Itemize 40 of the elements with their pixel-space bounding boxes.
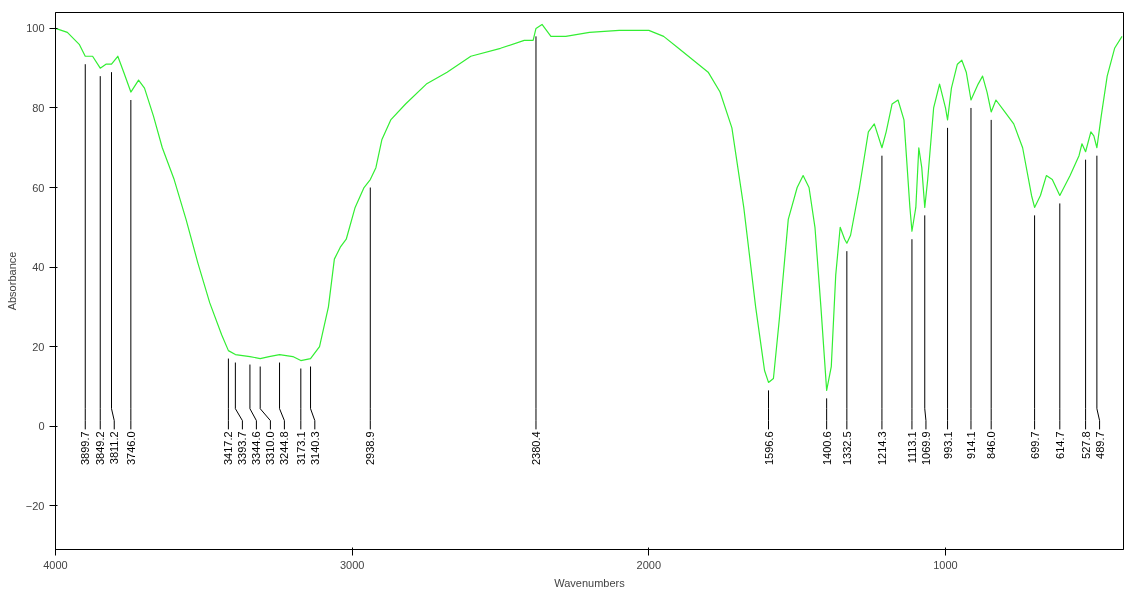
annotation: 614.7	[1053, 431, 1066, 459]
y-tick-label: 0	[38, 420, 45, 433]
annotation: 3849.2	[94, 431, 107, 465]
annotation: 1113.1	[905, 431, 918, 464]
annotation: 1069.9	[919, 431, 932, 465]
annotation: 3344.6	[250, 431, 263, 465]
annotation: 1214.3	[875, 431, 888, 465]
annotation: 699.7	[1028, 431, 1041, 459]
annotation: 1400.6	[820, 431, 833, 465]
annotation: 3173.1	[294, 431, 307, 465]
x-tick-label: 2000	[636, 558, 662, 571]
x-tick-label: 1000	[933, 558, 958, 571]
annotation: 846.0	[985, 431, 998, 459]
y-tick-label: 100	[26, 22, 45, 35]
annotation: 3244.8	[278, 431, 291, 465]
annotation: 3310.0	[264, 431, 277, 465]
annotation: 993.1	[941, 431, 954, 459]
y-tick-label: 80	[32, 101, 45, 114]
x-tick-label: 4000	[43, 558, 68, 571]
annotation: 914.1	[964, 431, 977, 459]
annotation: 3393.7	[236, 431, 249, 465]
y-tick-label: 40	[32, 261, 45, 274]
y-axis-title: Absorbance	[5, 251, 18, 311]
annotation: 2380.4	[529, 431, 542, 465]
annotation: 3140.3	[308, 431, 321, 465]
annotation: 527.8	[1079, 431, 1092, 459]
annotation: 489.7	[1093, 431, 1106, 459]
annotation: 1596.6	[762, 431, 775, 465]
y-tick-label: −20	[25, 499, 45, 512]
annotation: 2938.9	[364, 431, 377, 465]
y-tick-label: 60	[32, 181, 45, 194]
annotation: 1332.5	[840, 431, 853, 465]
annotation: 3811.2	[108, 431, 121, 465]
annotation: 3417.2	[222, 431, 235, 465]
annotation: 3899.7	[79, 431, 92, 465]
x-axis-title: Wavenumbers	[554, 576, 626, 589]
annotation: 3746.0	[124, 431, 137, 465]
line-series	[55, 23, 1123, 391]
y-tick-label: 20	[32, 340, 45, 353]
x-tick-label: 3000	[339, 558, 365, 571]
